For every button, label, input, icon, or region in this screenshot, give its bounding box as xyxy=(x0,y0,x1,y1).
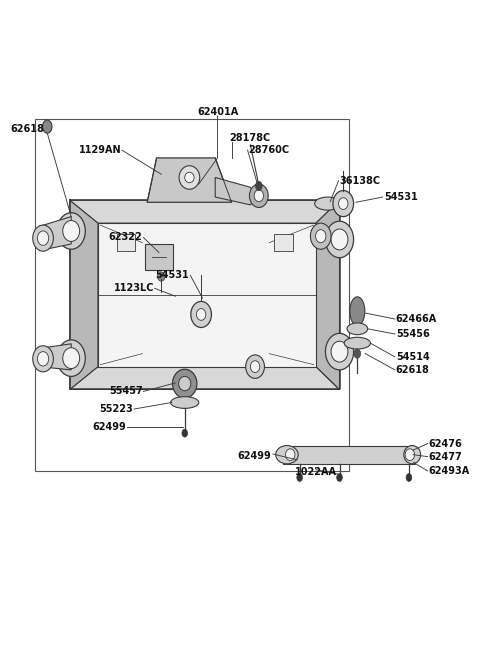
Ellipse shape xyxy=(344,337,371,349)
Polygon shape xyxy=(70,367,339,390)
Ellipse shape xyxy=(325,333,354,370)
Text: 28760C: 28760C xyxy=(248,145,289,155)
Ellipse shape xyxy=(333,191,354,217)
Ellipse shape xyxy=(251,361,260,373)
Text: 62322: 62322 xyxy=(109,233,143,242)
Text: 36138C: 36138C xyxy=(339,176,381,186)
Ellipse shape xyxy=(191,301,212,328)
Ellipse shape xyxy=(276,445,298,464)
Ellipse shape xyxy=(254,190,264,202)
Ellipse shape xyxy=(37,231,48,246)
Text: 54514: 54514 xyxy=(396,352,430,362)
Polygon shape xyxy=(98,223,316,367)
Ellipse shape xyxy=(404,445,420,464)
Ellipse shape xyxy=(315,230,326,243)
Ellipse shape xyxy=(172,369,197,398)
Polygon shape xyxy=(39,217,71,251)
Text: 54531: 54531 xyxy=(384,192,418,202)
Text: 1123LC: 1123LC xyxy=(114,284,154,293)
Ellipse shape xyxy=(182,429,188,437)
Text: 55456: 55456 xyxy=(396,329,430,339)
Ellipse shape xyxy=(315,197,341,210)
Ellipse shape xyxy=(331,341,348,362)
Bar xyxy=(35,119,349,471)
Polygon shape xyxy=(39,344,71,370)
Polygon shape xyxy=(283,445,415,464)
Text: 55223: 55223 xyxy=(99,404,133,414)
Ellipse shape xyxy=(250,184,268,208)
Ellipse shape xyxy=(196,309,206,320)
Ellipse shape xyxy=(297,474,302,481)
Text: 62477: 62477 xyxy=(429,452,462,462)
Ellipse shape xyxy=(338,198,348,210)
Text: 62499: 62499 xyxy=(92,422,126,432)
Ellipse shape xyxy=(336,474,342,481)
Polygon shape xyxy=(316,200,339,390)
Polygon shape xyxy=(147,158,232,202)
Ellipse shape xyxy=(311,223,331,250)
Text: 62499: 62499 xyxy=(238,451,272,461)
Ellipse shape xyxy=(325,221,354,257)
Ellipse shape xyxy=(255,181,262,191)
Ellipse shape xyxy=(331,229,348,250)
Bar xyxy=(117,234,135,251)
Ellipse shape xyxy=(63,221,80,242)
Ellipse shape xyxy=(57,213,85,250)
Ellipse shape xyxy=(354,349,360,358)
Ellipse shape xyxy=(179,166,200,189)
Ellipse shape xyxy=(33,346,53,372)
Ellipse shape xyxy=(157,272,165,281)
Text: 62493A: 62493A xyxy=(429,466,470,476)
Ellipse shape xyxy=(179,377,191,391)
Ellipse shape xyxy=(37,352,48,366)
Text: 28178C: 28178C xyxy=(229,134,271,143)
Ellipse shape xyxy=(57,340,85,377)
Ellipse shape xyxy=(286,449,295,460)
Ellipse shape xyxy=(185,172,194,183)
Polygon shape xyxy=(215,178,257,205)
Text: 62476: 62476 xyxy=(429,439,462,449)
Text: 1129AN: 1129AN xyxy=(79,145,121,155)
Ellipse shape xyxy=(405,449,415,460)
Text: 62618: 62618 xyxy=(396,365,430,375)
Ellipse shape xyxy=(63,348,80,369)
Polygon shape xyxy=(70,200,339,223)
Ellipse shape xyxy=(406,474,412,481)
Bar xyxy=(145,244,173,270)
Text: 62401A: 62401A xyxy=(197,107,238,117)
Ellipse shape xyxy=(33,225,53,251)
Polygon shape xyxy=(70,200,98,390)
Bar xyxy=(274,234,293,251)
Text: 55457: 55457 xyxy=(109,386,143,396)
Ellipse shape xyxy=(171,397,199,408)
Text: 54531: 54531 xyxy=(156,271,190,280)
Ellipse shape xyxy=(350,297,365,326)
Ellipse shape xyxy=(43,120,52,133)
Text: 1022AA: 1022AA xyxy=(295,467,337,477)
Text: 62466A: 62466A xyxy=(396,314,437,324)
Text: 62618: 62618 xyxy=(10,124,44,134)
Polygon shape xyxy=(316,200,339,390)
Ellipse shape xyxy=(246,355,264,379)
Ellipse shape xyxy=(347,323,368,335)
